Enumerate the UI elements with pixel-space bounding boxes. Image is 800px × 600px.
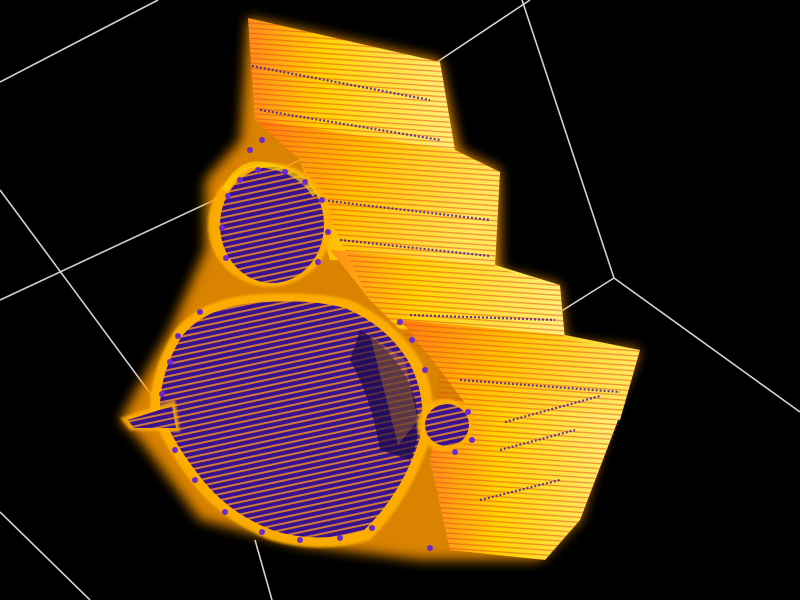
grid-line [0,0,159,83]
grid-line [521,0,615,279]
grid-line [439,0,531,61]
side-bulb [417,399,473,451]
filament-lines [251,64,621,502]
grid-line [0,511,91,600]
main-cardioid [150,293,434,548]
grid-line [613,277,800,413]
grid-line [559,277,615,313]
upper-bulb [208,161,332,287]
fractal-slabs [248,18,640,560]
left-spike [120,400,180,432]
grid-line [254,539,273,600]
edge-beads [159,137,475,551]
